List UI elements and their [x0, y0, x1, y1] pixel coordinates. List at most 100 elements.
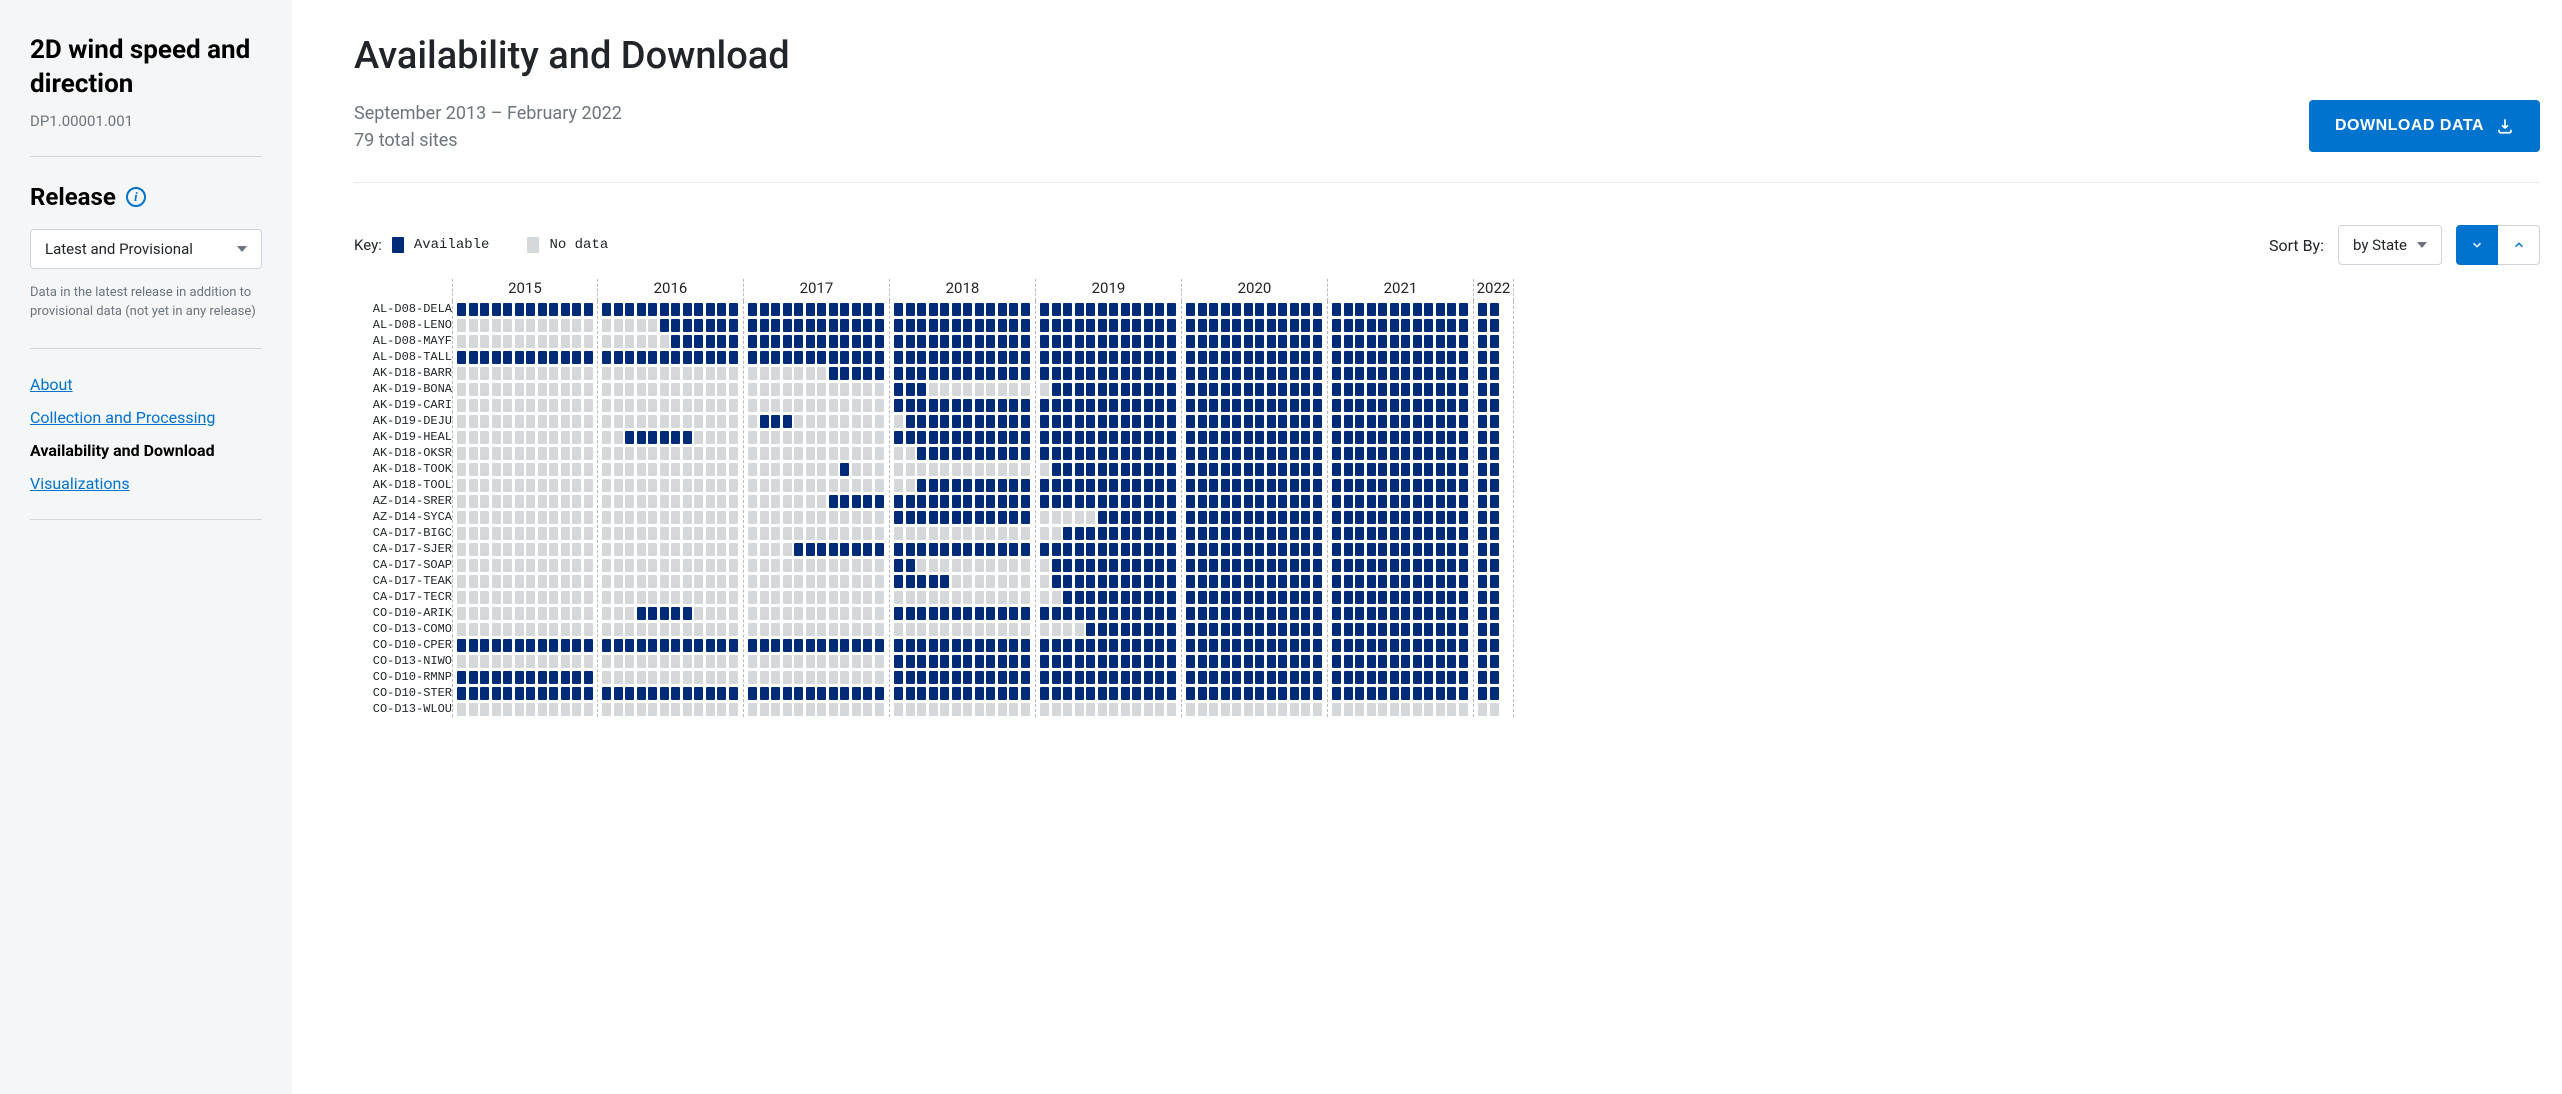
availability-cell[interactable]	[929, 607, 938, 620]
availability-cell[interactable]	[1332, 431, 1341, 444]
availability-cell[interactable]	[1255, 415, 1264, 428]
availability-cell[interactable]	[469, 703, 478, 716]
availability-cell[interactable]	[457, 559, 466, 572]
availability-cell[interactable]	[1255, 351, 1264, 364]
availability-cell[interactable]	[929, 703, 938, 716]
availability-cell[interactable]	[1290, 367, 1299, 380]
availability-cell[interactable]	[1332, 511, 1341, 524]
availability-cell[interactable]	[998, 335, 1007, 348]
availability-cell[interactable]	[748, 463, 757, 476]
availability-cell[interactable]	[1367, 479, 1376, 492]
availability-cell[interactable]	[1378, 703, 1387, 716]
availability-cell[interactable]	[963, 703, 972, 716]
availability-cell[interactable]	[1301, 671, 1310, 684]
availability-cell[interactable]	[1198, 543, 1207, 556]
availability-cell[interactable]	[817, 671, 826, 684]
availability-cell[interactable]	[1401, 623, 1410, 636]
availability-cell[interactable]	[671, 479, 680, 492]
availability-cell[interactable]	[1413, 351, 1422, 364]
availability-cell[interactable]	[1075, 335, 1084, 348]
availability-cell[interactable]	[817, 511, 826, 524]
availability-cell[interactable]	[614, 335, 623, 348]
availability-cell[interactable]	[1401, 607, 1410, 620]
availability-cell[interactable]	[648, 479, 657, 492]
availability-cell[interactable]	[1332, 319, 1341, 332]
availability-cell[interactable]	[1413, 367, 1422, 380]
availability-cell[interactable]	[1209, 559, 1218, 572]
availability-cell[interactable]	[492, 399, 501, 412]
availability-cell[interactable]	[1267, 351, 1276, 364]
availability-cell[interactable]	[1424, 607, 1433, 620]
availability-cell[interactable]	[694, 623, 703, 636]
availability-cell[interactable]	[549, 671, 558, 684]
availability-cell[interactable]	[1436, 655, 1445, 668]
availability-cell[interactable]	[1244, 447, 1253, 460]
availability-cell[interactable]	[748, 671, 757, 684]
availability-cell[interactable]	[875, 479, 884, 492]
availability-cell[interactable]	[748, 415, 757, 428]
availability-cell[interactable]	[1424, 415, 1433, 428]
availability-cell[interactable]	[683, 575, 692, 588]
availability-cell[interactable]	[875, 543, 884, 556]
availability-cell[interactable]	[1009, 703, 1018, 716]
availability-cell[interactable]	[457, 399, 466, 412]
availability-cell[interactable]	[469, 511, 478, 524]
availability-cell[interactable]	[1355, 559, 1364, 572]
availability-cell[interactable]	[748, 351, 757, 364]
availability-cell[interactable]	[1155, 303, 1164, 316]
availability-cell[interactable]	[986, 303, 995, 316]
availability-cell[interactable]	[538, 447, 547, 460]
availability-cell[interactable]	[1401, 335, 1410, 348]
availability-cell[interactable]	[1490, 591, 1499, 604]
availability-cell[interactable]	[1378, 399, 1387, 412]
availability-cell[interactable]	[998, 655, 1007, 668]
availability-cell[interactable]	[694, 351, 703, 364]
availability-cell[interactable]	[1121, 399, 1130, 412]
availability-cell[interactable]	[1313, 319, 1322, 332]
availability-cell[interactable]	[829, 639, 838, 652]
availability-cell[interactable]	[538, 623, 547, 636]
availability-cell[interactable]	[683, 623, 692, 636]
availability-cell[interactable]	[526, 559, 535, 572]
availability-cell[interactable]	[783, 319, 792, 332]
availability-cell[interactable]	[1198, 559, 1207, 572]
info-icon[interactable]: i	[126, 187, 146, 207]
availability-cell[interactable]	[492, 511, 501, 524]
availability-cell[interactable]	[829, 479, 838, 492]
availability-cell[interactable]	[783, 639, 792, 652]
availability-cell[interactable]	[503, 607, 512, 620]
availability-cell[interactable]	[998, 399, 1007, 412]
availability-cell[interactable]	[660, 463, 669, 476]
availability-cell[interactable]	[1436, 623, 1445, 636]
availability-cell[interactable]	[1413, 303, 1422, 316]
availability-cell[interactable]	[1436, 591, 1445, 604]
availability-cell[interactable]	[929, 399, 938, 412]
availability-cell[interactable]	[806, 303, 815, 316]
availability-cell[interactable]	[729, 447, 738, 460]
availability-cell[interactable]	[457, 703, 466, 716]
availability-cell[interactable]	[1332, 591, 1341, 604]
availability-cell[interactable]	[1186, 687, 1195, 700]
availability-cell[interactable]	[1478, 591, 1487, 604]
availability-cell[interactable]	[1459, 655, 1468, 668]
availability-cell[interactable]	[806, 479, 815, 492]
availability-cell[interactable]	[1332, 639, 1341, 652]
availability-cell[interactable]	[952, 383, 961, 396]
availability-cell[interactable]	[1109, 639, 1118, 652]
availability-cell[interactable]	[671, 527, 680, 540]
availability-cell[interactable]	[1021, 367, 1030, 380]
availability-cell[interactable]	[1290, 463, 1299, 476]
availability-cell[interactable]	[986, 511, 995, 524]
availability-cell[interactable]	[572, 527, 581, 540]
availability-cell[interactable]	[549, 591, 558, 604]
availability-cell[interactable]	[794, 655, 803, 668]
availability-cell[interactable]	[829, 415, 838, 428]
availability-cell[interactable]	[602, 319, 611, 332]
availability-cell[interactable]	[986, 431, 995, 444]
availability-cell[interactable]	[515, 607, 524, 620]
availability-cell[interactable]	[894, 351, 903, 364]
availability-cell[interactable]	[671, 575, 680, 588]
availability-cell[interactable]	[572, 495, 581, 508]
availability-cell[interactable]	[840, 463, 849, 476]
availability-cell[interactable]	[515, 479, 524, 492]
